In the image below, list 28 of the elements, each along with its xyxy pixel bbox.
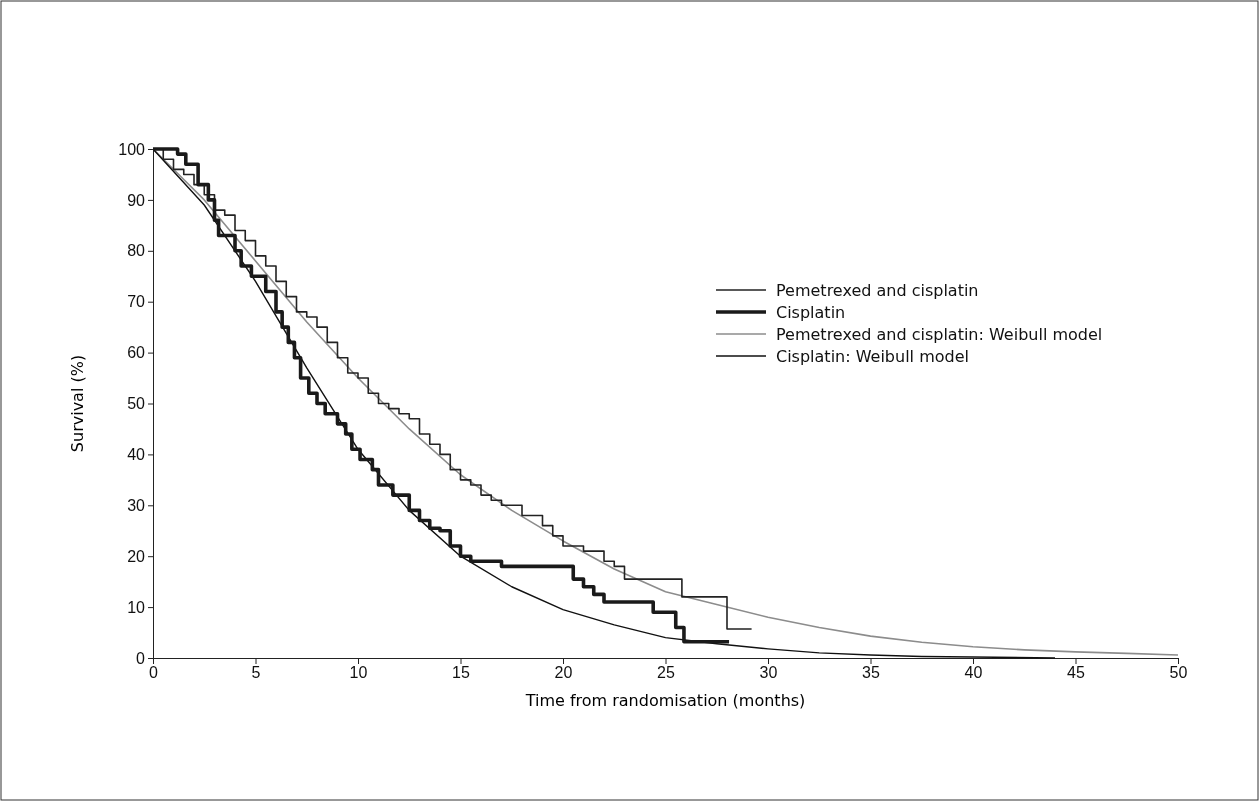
x-tick-label: 0 <box>149 664 159 682</box>
y-tick-label: 40 <box>127 446 146 464</box>
y-axis-title: Survival (%) <box>68 354 87 453</box>
y-tick-label: 50 <box>127 395 146 413</box>
legend-label: Pemetrexed and cisplatin <box>776 281 979 300</box>
y-tick-label: 100 <box>118 140 146 158</box>
y-tick-label: 70 <box>127 293 146 311</box>
x-tick-label: 30 <box>759 664 778 682</box>
y-tick-label: 10 <box>127 598 146 616</box>
y-tick-label: 30 <box>127 496 146 514</box>
y-tick-label: 20 <box>127 547 146 565</box>
y-tick-label: 0 <box>136 649 146 667</box>
y-tick-label: 60 <box>127 344 146 362</box>
legend-label: Cisplatin: Weibull model <box>776 347 969 366</box>
x-tick-label: 35 <box>862 664 880 682</box>
x-tick-label: 20 <box>554 664 573 682</box>
x-tick-label: 50 <box>1169 664 1188 682</box>
x-tick-label: 25 <box>657 664 675 682</box>
legend-label: Cisplatin <box>776 303 846 322</box>
legend-label: Pemetrexed and cisplatin: Weibull model <box>776 325 1103 344</box>
y-tick-label: 90 <box>127 191 146 209</box>
x-tick-label: 45 <box>1067 664 1085 682</box>
x-tick-label: 5 <box>251 664 261 682</box>
x-tick-label: 15 <box>452 664 470 682</box>
x-axis-title: Time from randomisation (months) <box>524 691 806 710</box>
y-tick-label: 80 <box>127 242 146 260</box>
x-tick-label: 40 <box>964 664 983 682</box>
x-tick-label: 10 <box>349 664 368 682</box>
